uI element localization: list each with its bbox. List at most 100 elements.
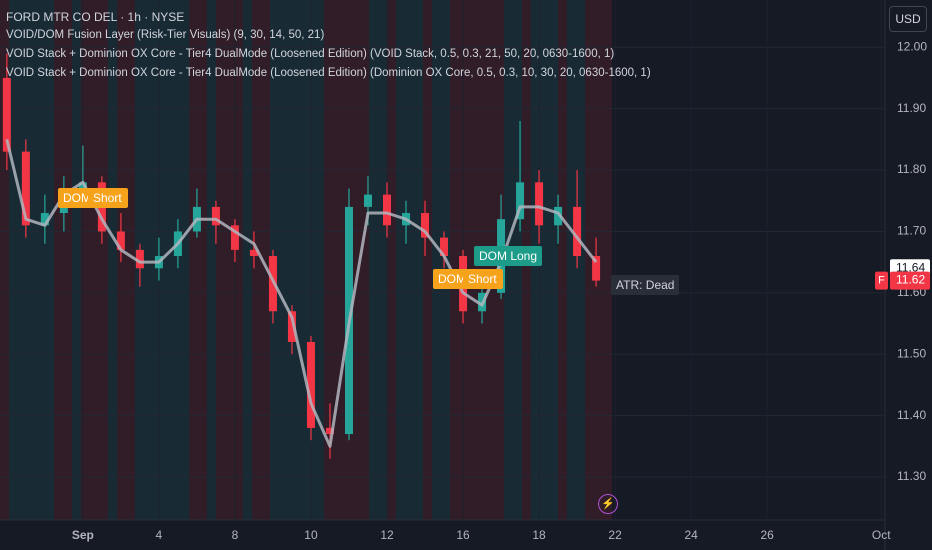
bg-band <box>252 0 261 520</box>
x-tick-label: 22 <box>608 528 622 542</box>
bg-band <box>315 0 324 520</box>
candle-body <box>516 182 525 220</box>
x-tick-label: 4 <box>156 528 163 542</box>
candle-body <box>249 249 258 257</box>
candle-body <box>554 206 563 226</box>
bg-band <box>378 0 387 520</box>
symbol-title: FORD MTR CO DEL · 1h · NYSE <box>6 10 185 24</box>
bg-band <box>576 0 585 520</box>
bg-band <box>585 0 594 520</box>
candle-body <box>535 182 544 226</box>
x-tick-label: 26 <box>760 528 774 542</box>
candle-body <box>135 249 144 269</box>
y-tick-label: 11.70 <box>897 224 926 238</box>
bg-band <box>558 0 567 520</box>
bg-band <box>117 0 126 520</box>
bg-band <box>108 0 117 520</box>
bg-band <box>567 0 576 520</box>
price-label-box <box>890 271 930 290</box>
bg-band <box>162 0 171 520</box>
bg-band <box>216 0 225 520</box>
signal-label: DOM Long <box>474 246 543 266</box>
currency-button[interactable]: USD <box>889 6 927 32</box>
bg-band <box>423 0 432 520</box>
x-tick-label: 16 <box>456 528 470 542</box>
bg-band <box>180 0 189 520</box>
candle-body <box>573 206 582 257</box>
bg-band <box>288 0 297 520</box>
x-tick-label: 12 <box>380 528 394 542</box>
bg-band <box>468 0 477 520</box>
y-tick-label: 12.00 <box>897 39 927 53</box>
bg-band <box>0 0 9 520</box>
bg-band <box>99 0 108 520</box>
bg-band <box>324 0 333 520</box>
candle-body <box>211 206 220 226</box>
bg-band <box>414 0 423 520</box>
bg-band <box>405 0 414 520</box>
price-label: 11.62 <box>896 273 925 287</box>
candle-body <box>2 77 11 152</box>
bg-band <box>360 0 369 520</box>
indicator-legend: VOID Stack + Dominion OX Core - Tier4 Du… <box>6 48 615 60</box>
bg-band <box>189 0 198 520</box>
y-tick-label: 11.80 <box>897 162 926 176</box>
symbol-badge: F <box>878 274 885 286</box>
candle-body <box>306 341 315 428</box>
bg-band <box>279 0 288 520</box>
candle-body <box>21 151 30 226</box>
bg-band <box>225 0 234 520</box>
bg-band <box>603 0 612 520</box>
bg-band <box>171 0 180 520</box>
bg-band <box>333 0 342 520</box>
bg-band <box>144 0 153 520</box>
bg-band <box>351 0 360 520</box>
bg-band <box>387 0 396 520</box>
signal-label: Short <box>463 269 502 289</box>
y-tick-label: 11.30 <box>897 469 926 483</box>
y-tick-label: 11.40 <box>897 408 926 422</box>
bg-band <box>207 0 216 520</box>
x-tick-label: 24 <box>684 528 698 542</box>
bg-band <box>18 0 27 520</box>
candle-body <box>382 194 391 226</box>
bg-band <box>396 0 405 520</box>
bg-band <box>45 0 54 520</box>
y-tick-label: 11.90 <box>897 101 926 115</box>
alert-icon[interactable]: ⚡ <box>598 494 618 514</box>
bg-band <box>432 0 441 520</box>
bg-band <box>27 0 36 520</box>
bg-band <box>198 0 207 520</box>
bg-band <box>81 0 90 520</box>
y-tick-label: 11.50 <box>897 346 926 360</box>
x-tick-label: 18 <box>532 528 546 542</box>
bg-band <box>63 0 72 520</box>
bg-band <box>297 0 306 520</box>
signal-label: Short <box>88 188 127 208</box>
candle-body <box>421 213 430 238</box>
candle-body <box>440 237 449 257</box>
bg-band <box>540 0 549 520</box>
bg-band <box>9 0 18 520</box>
bg-band <box>243 0 252 520</box>
candle-body <box>116 231 125 250</box>
bg-band <box>369 0 378 520</box>
x-tick-label: 8 <box>232 528 239 542</box>
bg-band <box>72 0 81 520</box>
candle-body <box>592 256 601 281</box>
bg-band <box>36 0 45 520</box>
x-tick-label: Sep <box>72 528 94 542</box>
bg-band <box>549 0 558 520</box>
price-label: 11.64 <box>896 260 925 274</box>
candle-body <box>40 213 49 226</box>
x-tick-label: Oct <box>872 528 891 542</box>
indicator-legend: VOID Stack + Dominion OX Core - Tier4 Du… <box>6 67 651 79</box>
bg-band <box>54 0 63 520</box>
symbol-badge-box <box>875 271 888 290</box>
candle-body <box>363 194 372 207</box>
bg-band <box>450 0 459 520</box>
indicator-legend: VOID/DOM Fusion Layer (Risk-Tier Visuals… <box>6 29 325 41</box>
bg-band <box>261 0 270 520</box>
